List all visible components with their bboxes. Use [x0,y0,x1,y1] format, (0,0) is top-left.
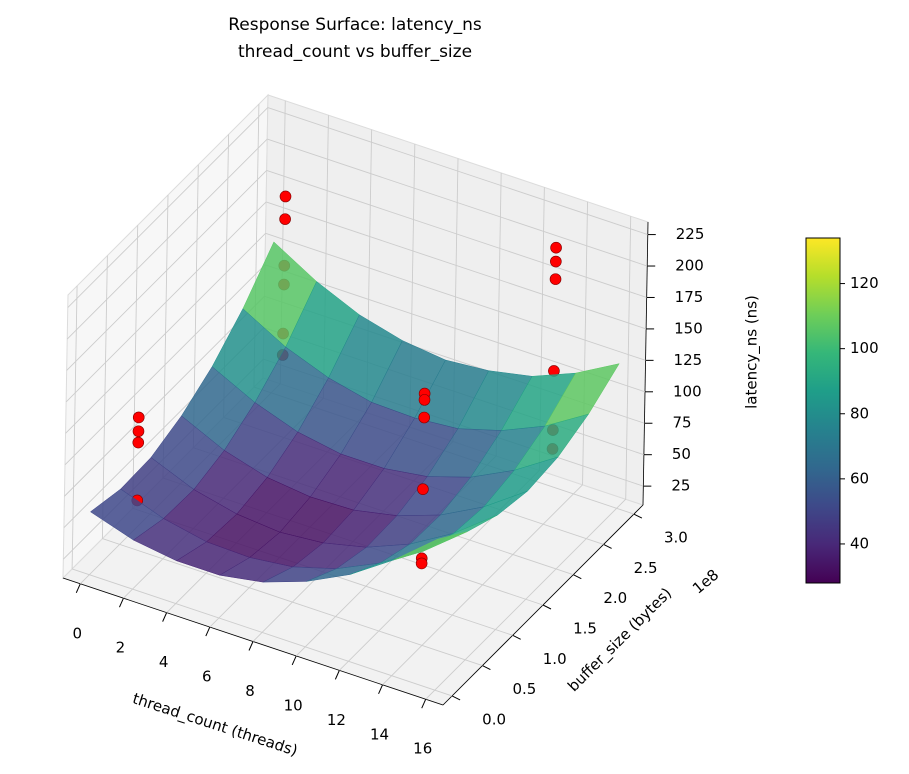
plot-area [90,190,620,583]
grid-line [265,232,646,361]
x-tick [205,626,211,637]
grid-line [101,255,108,539]
colorbar-tick-label: 80 [850,404,869,422]
x-axis-label: thread_count (threads) [130,689,300,760]
z-axis-label: latency_ns (ns) [743,295,762,409]
grid-line [71,285,78,569]
z-tick-label: 150 [674,319,703,337]
z-axis-line [642,221,649,506]
colorbar-tick-label: 40 [850,534,869,552]
y-tick-label: 1.0 [543,650,567,668]
grid-line [66,170,267,371]
grid-line [132,225,139,509]
x-tick-label: 10 [284,696,303,714]
scatter-point [418,394,431,406]
x-tick-label: 6 [202,668,212,686]
grid-line [265,201,647,330]
grid-line [267,107,648,236]
grid-line [66,138,268,340]
z-tick-label: 75 [672,414,691,432]
x-tick [291,655,297,666]
y-offset-label: 1e8 [689,566,722,598]
grid-line [102,538,483,667]
scatter-point [132,425,145,438]
grid-line [65,201,267,403]
chart-title: Response Surface: latency_ns [228,15,482,35]
y-tick [451,695,461,701]
grid-line [625,216,632,500]
y-tick [482,665,491,671]
x-tick-label: 16 [413,740,432,758]
x-tick [248,641,254,651]
x-tick [118,598,124,608]
y-tick [633,513,643,519]
scatter-point [550,241,562,254]
scatter-point [279,190,292,203]
grid-line [162,194,169,479]
labels: 0 2 4 6 8 10 12 14 16 0.0 0.5 1.0 1.5 2.0 2.5 3.0 25 50 75… [72,225,878,758]
scatter-point [418,411,431,424]
x-tick [162,612,168,622]
x-tick-label: 14 [370,725,389,743]
y-tick [512,634,521,640]
scatter-point [279,213,291,225]
surface-cell [393,531,468,561]
grid-line [266,170,647,298]
y-tick-label: 2.5 [634,559,658,577]
grid-line [67,107,269,308]
x-tick [378,684,384,694]
y-tick [573,574,582,580]
grid-line [582,201,588,485]
grid-line [65,233,266,434]
grid-line [267,138,648,267]
y-tick-label: 2.0 [603,589,627,607]
scatter-point [550,255,562,268]
scatter-point [417,483,429,495]
scatter-point [415,557,428,570]
scatter-point [132,436,145,449]
scatter-point [132,411,145,424]
x-tick-label: 4 [159,653,169,671]
colorbar [805,237,841,584]
y-tick-label: 3.0 [664,529,688,547]
grid-line [264,264,646,393]
x-tick-label: 2 [116,639,126,657]
y-tick-label: 0.0 [482,710,506,728]
x-tick [75,583,81,593]
z-tick-label: 225 [676,225,705,243]
z-tick-label: 175 [675,288,704,306]
x-tick [421,699,427,709]
grid-line [64,264,266,466]
x-tick-label: 0 [72,624,82,642]
z-tick-label: 100 [673,382,702,400]
y-tick-label: 1.5 [573,620,597,638]
y-tick [542,604,552,610]
x-tick-label: 8 [245,682,255,700]
scatter-point [549,273,562,285]
y-tick [603,543,612,549]
colorbar-tick-label: 120 [850,274,879,292]
z-tick-label: 50 [672,445,691,463]
grid-line [71,568,453,697]
chart-subtitle: thread_count vs buffer_size [238,42,472,62]
grid-line [64,295,265,497]
colorbar-tick-label: 100 [850,339,879,357]
z-tick-label: 125 [674,351,703,369]
colorbar-tick-label: 60 [850,469,869,487]
z-tick-label: 25 [671,477,690,495]
x-tick [334,670,340,680]
y-tick-label: 0.5 [512,680,536,698]
z-tick-label: 200 [675,257,704,275]
x-tick-label: 12 [327,711,346,729]
